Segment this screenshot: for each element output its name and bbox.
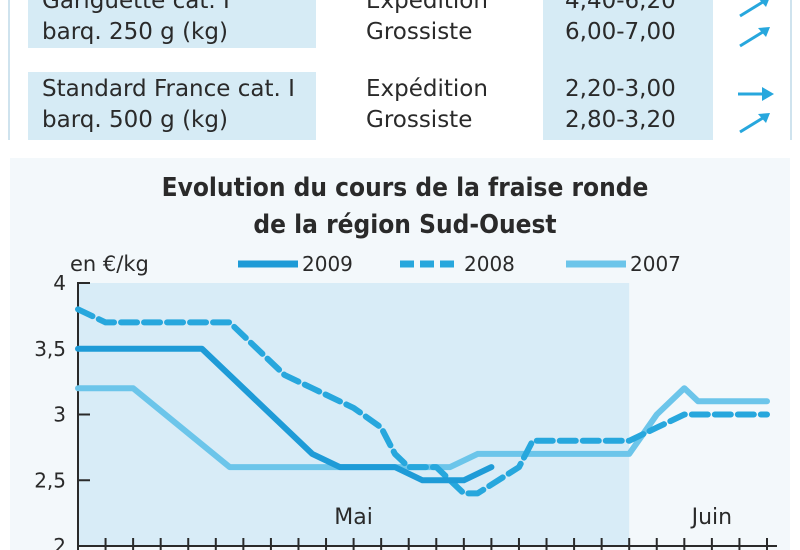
- y-tick-label: 4: [53, 271, 66, 295]
- series-line-2007: [75, 385, 770, 471]
- price-cell: 2,20-3,00 2,80-3,20: [543, 48, 713, 140]
- product-line: barq. 500 g (kg): [42, 107, 228, 133]
- stage-label: Expédition: [366, 76, 488, 102]
- price-range: 6,00-7,00: [565, 19, 676, 45]
- up-arrow-icon: [739, 0, 769, 18]
- y-tick-label: 2: [53, 534, 66, 550]
- stage-label: Expédition: [366, 0, 488, 14]
- y-tick-label: 2,5: [34, 468, 66, 492]
- price-range: 4,40-6,20: [565, 0, 676, 14]
- series-line-2008: [75, 306, 770, 497]
- product-cell: Gariguette cat. I barq. 250 g (kg): [28, 0, 316, 48]
- plot-area: 2 2,5 3 3,5 4 Mai Juin: [34, 271, 777, 550]
- stage-label: Grossiste: [366, 19, 473, 45]
- table-right-border: [790, 0, 792, 140]
- legend-label-2009: 2009: [302, 252, 353, 276]
- price-range: 2,20-3,00: [565, 76, 676, 102]
- legend-label-2008: 2008: [464, 252, 515, 276]
- x-month-label: Mai: [334, 505, 373, 530]
- chart-legend: 2009 2008 2007: [238, 252, 681, 276]
- y-tick-label: 3,5: [34, 337, 66, 361]
- right-arrow-icon: [738, 87, 774, 101]
- price-cell: 4,40-6,20 6,00-7,00: [543, 0, 713, 48]
- chart-canvas: Evolution du cours de la fraise ronde de…: [34, 173, 777, 550]
- chart-title-line-1: Evolution du cours de la fraise ronde: [162, 173, 649, 203]
- stage-cell: Expédition Grossiste: [340, 0, 540, 48]
- stage-label: Grossiste: [366, 107, 473, 133]
- up-arrow-icon: [739, 113, 770, 134]
- price-chart: Evolution du cours de la fraise ronde de…: [10, 158, 790, 550]
- price-range: 2,80-3,20: [565, 107, 676, 133]
- price-table: Gariguette cat. I barq. 250 g (kg) Expéd…: [0, 0, 800, 150]
- y-axis-label: en €/kg: [70, 252, 149, 276]
- product-line: Standard France cat. I: [42, 76, 295, 102]
- up-arrow-icon: [739, 27, 770, 48]
- y-tick-label: 3: [53, 403, 66, 427]
- product-cell: Standard France cat. I barq. 500 g (kg): [28, 72, 316, 140]
- legend-label-2007: 2007: [630, 252, 681, 276]
- chart-title-line-2: de la région Sud-Ouest: [253, 210, 556, 240]
- table-left-border: [8, 0, 10, 140]
- product-line: barq. 250 g (kg): [42, 19, 228, 45]
- series-line-2009: [75, 345, 495, 484]
- stage-cell: Expédition Grossiste: [340, 72, 540, 136]
- x-month-label: Juin: [690, 505, 733, 530]
- product-line: Gariguette cat. I: [42, 0, 230, 14]
